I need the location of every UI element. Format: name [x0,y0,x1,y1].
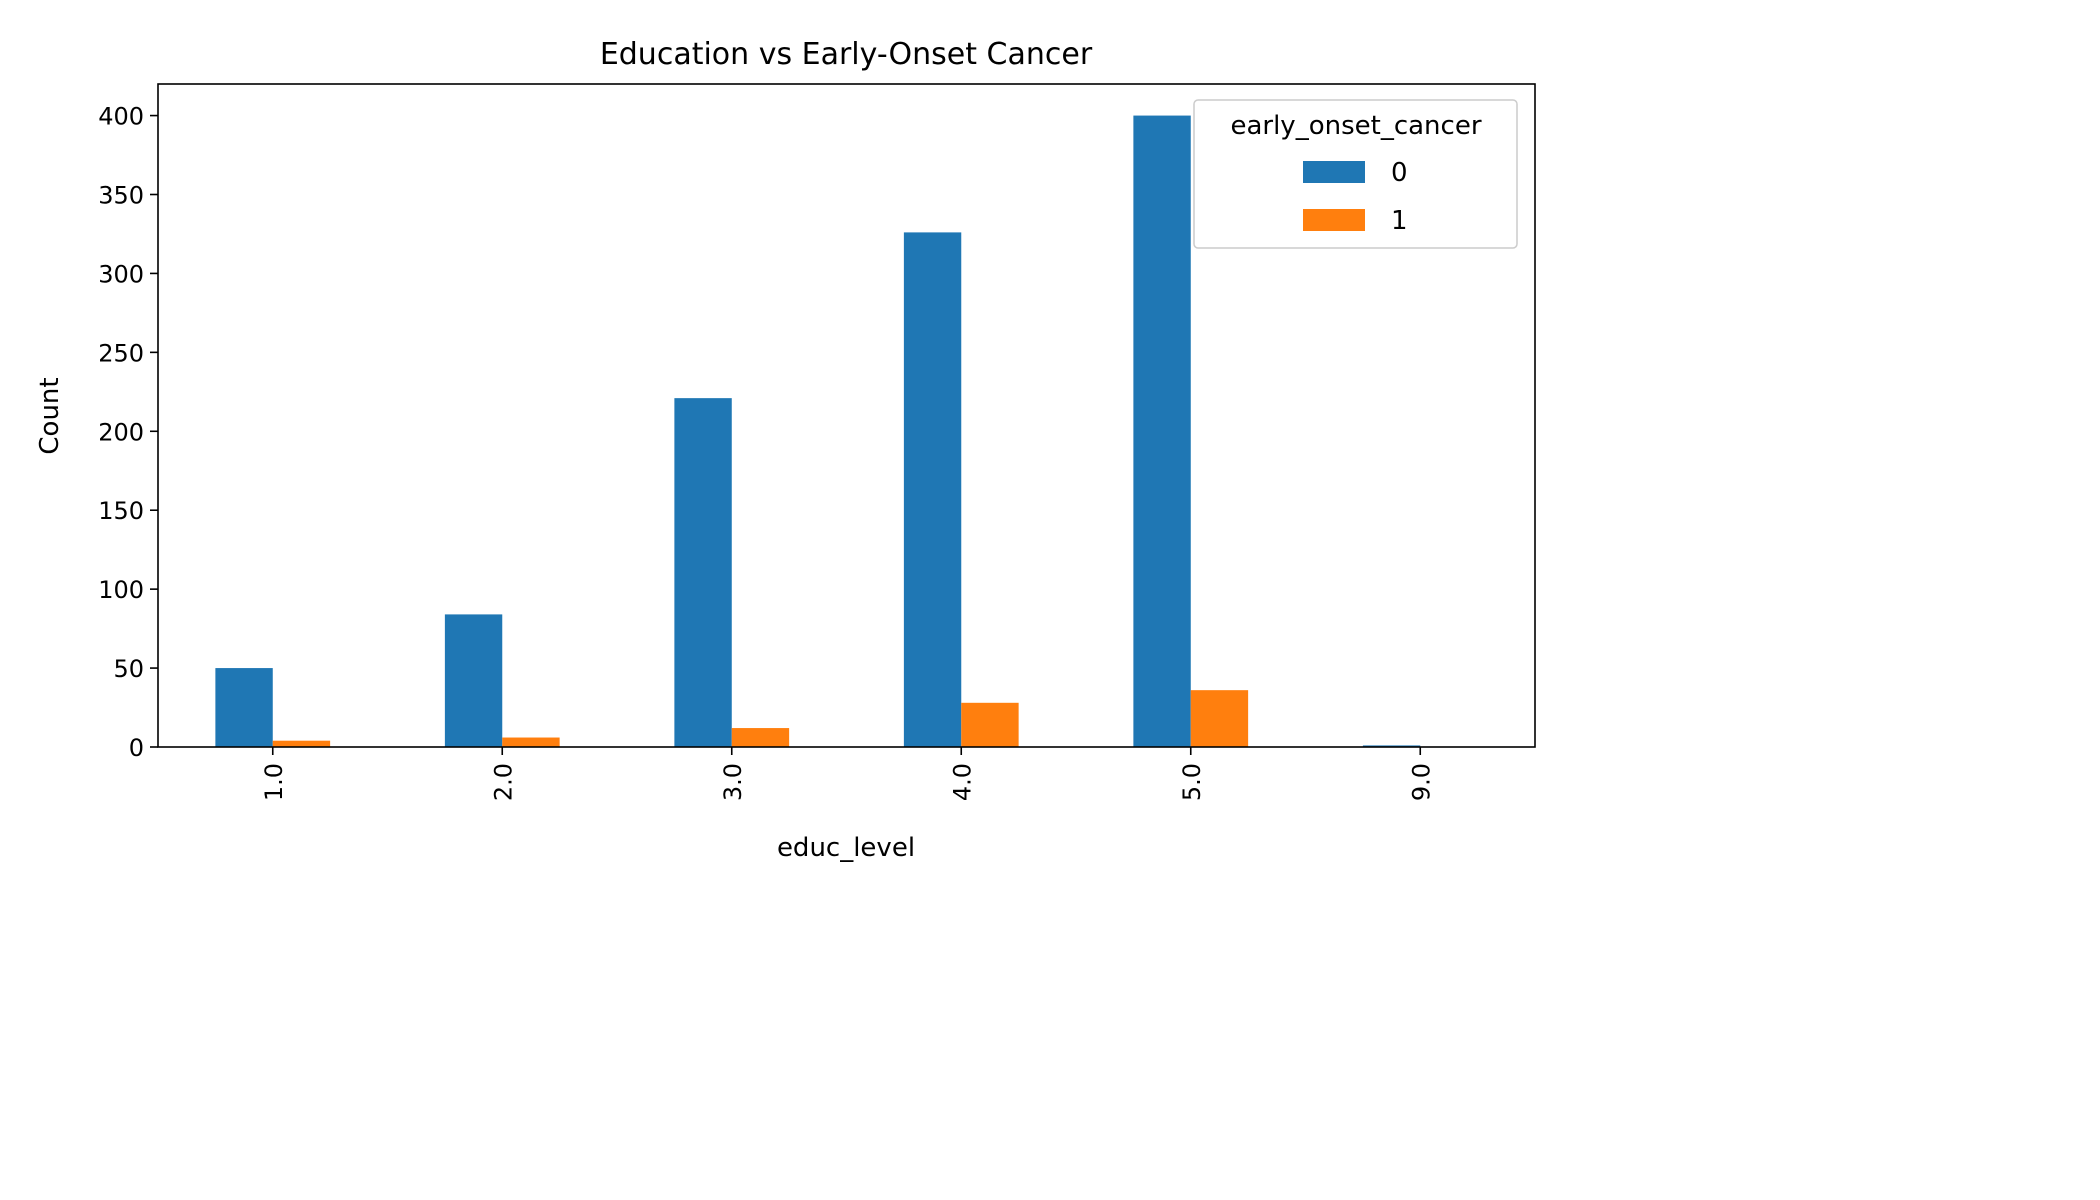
y-tick-label: 100 [98,576,144,604]
bar-series-0-3.0 [674,398,732,747]
y-axis-label: Count [35,377,65,454]
bar-series-0-1.0 [215,668,273,747]
x-tick-label: 1.0 [260,763,288,801]
x-tick-label: 4.0 [948,763,976,801]
legend-swatch-0 [1303,161,1365,183]
y-tick-label: 50 [113,655,144,683]
bar-series-1-5.0 [1190,690,1249,747]
bar-series-1-4.0 [961,702,1019,747]
chart-title: Education vs Early-Onset Cancer [600,37,1093,72]
plot-area: 0 50 100 150 200 250 300 350 400 1.0 2.0 3.0 4.0 5.0 9… [98,83,1536,801]
y-tick-label: 250 [98,339,144,367]
y-tick-label: 0 [129,734,144,762]
y-tick-label: 300 [98,260,144,288]
bar-series-0-2.0 [444,614,503,747]
x-tick-label: 2.0 [489,763,517,801]
x-tick-label: 5.0 [1178,763,1206,801]
legend-title: early_onset_cancer [1230,111,1481,141]
bar-series-1-2.0 [502,737,560,747]
legend-label-0: 0 [1391,158,1408,188]
legend-swatch-1 [1303,209,1365,231]
plot-frame [157,83,1536,748]
y-tick-label: 200 [98,418,144,446]
bar-series-1-1.0 [272,740,331,747]
x-tick-label: 3.0 [719,763,747,801]
y-tick-label: 400 [98,103,144,131]
bar-series-1-3.0 [731,728,790,747]
bar-series-0-4.0 [903,232,962,747]
x-axis-label: educ_level [777,833,915,863]
y-tick-label: 350 [98,182,144,210]
bar-series-0-5.0 [1133,115,1191,747]
y-tick-label: 150 [98,497,144,525]
legend: early_onset_cancer 0 1 [1193,99,1518,249]
legend-label-1: 1 [1391,206,1408,236]
x-tick-label: 9.0 [1407,763,1435,801]
chart: Education vs Early-Onset Cancer 05010015… [35,37,1536,863]
